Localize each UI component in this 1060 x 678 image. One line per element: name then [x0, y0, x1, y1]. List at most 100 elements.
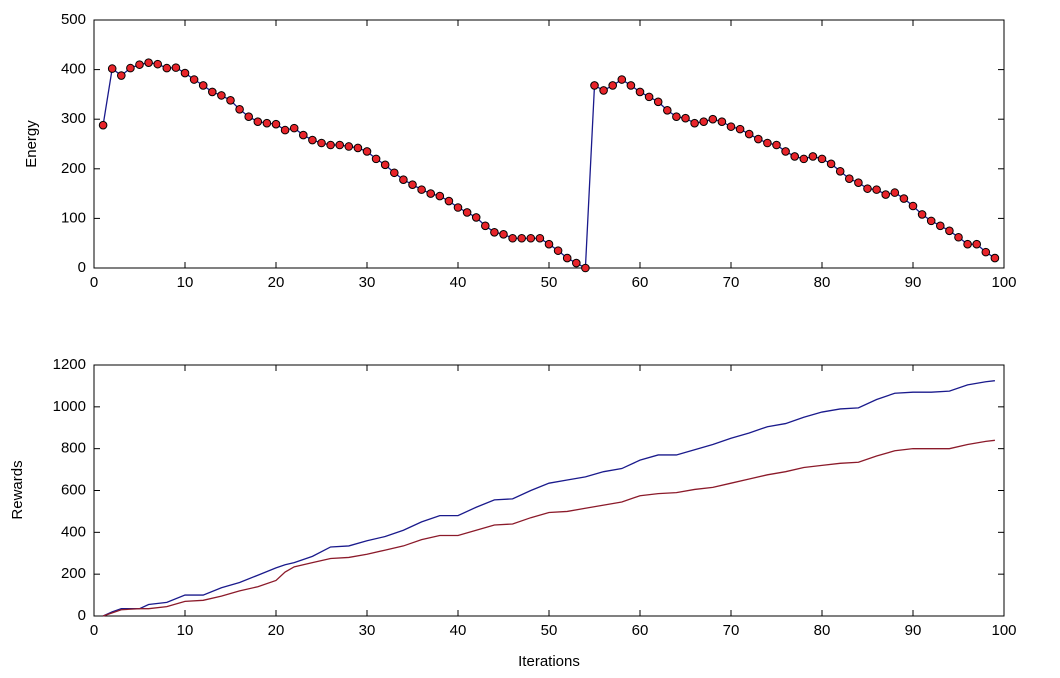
- data-point: [781, 147, 790, 156]
- data-point: [481, 221, 490, 231]
- data-point: [380, 160, 390, 170]
- data-point: [926, 216, 936, 226]
- y-tick-label: 200: [61, 565, 86, 582]
- data-point: [180, 68, 190, 78]
- data-point: [517, 233, 527, 243]
- x-axis-label: Iterations: [518, 653, 580, 670]
- x-tick-label: 0: [90, 274, 98, 291]
- data-point: [899, 194, 909, 203]
- data-point: [608, 81, 618, 90]
- x-tick-label: 0: [90, 622, 98, 639]
- data-point: [863, 184, 872, 193]
- data-point: [390, 168, 399, 178]
- x-tick-label: 90: [905, 274, 922, 291]
- data-point: [344, 142, 354, 151]
- data-point: [990, 253, 1000, 263]
- data-point: [936, 221, 945, 231]
- data-point: [253, 117, 263, 126]
- y-tick-label: 1200: [53, 356, 86, 373]
- data-point: [708, 114, 718, 124]
- data-point: [526, 233, 536, 243]
- data-point: [599, 86, 608, 95]
- data-point: [763, 138, 772, 148]
- data-point: [362, 147, 372, 156]
- data-point: [726, 122, 736, 131]
- data-point: [553, 246, 563, 255]
- data-point: [845, 174, 854, 184]
- data-point: [299, 130, 308, 140]
- data-point: [499, 229, 508, 239]
- data-point: [535, 233, 545, 243]
- x-tick-label: 60: [632, 274, 649, 291]
- series-line: [102, 439, 995, 617]
- data-point: [435, 191, 445, 201]
- data-point: [690, 118, 699, 128]
- data-point: [107, 64, 117, 73]
- data-point: [735, 124, 745, 134]
- x-tick-label: 30: [359, 274, 376, 291]
- data-point: [945, 226, 954, 236]
- data-point: [835, 166, 845, 176]
- y-tick-label: 1000: [53, 398, 86, 415]
- x-tick-label: 10: [177, 274, 194, 291]
- data-point: [126, 63, 135, 73]
- data-point: [681, 113, 690, 123]
- y-tick-label: 300: [61, 110, 86, 127]
- data-point: [981, 247, 991, 257]
- data-point: [189, 75, 199, 84]
- data-point: [617, 75, 627, 84]
- data-point: [198, 81, 208, 90]
- data-point: [417, 185, 426, 194]
- data-point: [699, 117, 709, 126]
- data-point: [635, 87, 645, 97]
- data-point: [280, 125, 290, 135]
- data-point: [444, 196, 454, 206]
- data-point: [663, 105, 672, 115]
- data-point: [881, 190, 891, 199]
- data-point: [317, 138, 326, 148]
- data-point: [326, 140, 335, 150]
- data-point: [162, 63, 172, 73]
- data-point: [790, 152, 800, 161]
- data-point: [335, 140, 345, 150]
- x-tick-label: 80: [814, 622, 831, 639]
- data-point: [235, 104, 244, 114]
- data-point: [581, 263, 590, 273]
- data-point: [144, 58, 153, 67]
- data-point: [262, 118, 272, 128]
- y-tick-label: 0: [78, 607, 86, 624]
- x-tick-label: 20: [268, 622, 285, 639]
- data-point: [171, 63, 181, 72]
- data-point: [772, 140, 781, 150]
- data-point: [289, 123, 299, 133]
- x-tick-label: 40: [450, 622, 467, 639]
- data-point: [817, 154, 827, 164]
- data-point: [672, 112, 681, 122]
- series-line: [102, 380, 995, 617]
- plot-area: [93, 19, 1005, 269]
- data-point: [799, 154, 809, 164]
- data-point: [353, 143, 363, 153]
- data-point: [562, 253, 572, 263]
- x-tick-label: 70: [723, 622, 740, 639]
- y-tick-label: 400: [61, 61, 86, 78]
- data-point: [153, 59, 162, 69]
- data-point: [626, 81, 636, 90]
- x-tick-label: 60: [632, 622, 649, 639]
- data-point: [408, 180, 417, 189]
- x-tick-label: 30: [359, 622, 376, 639]
- data-point: [208, 87, 217, 97]
- data-point: [890, 188, 900, 197]
- y-tick-label: 600: [61, 481, 86, 498]
- data-point: [644, 92, 654, 102]
- data-point: [572, 258, 581, 268]
- data-point: [271, 119, 281, 129]
- x-tick-label: 90: [905, 622, 922, 639]
- data-point: [744, 129, 754, 139]
- data-point: [544, 239, 554, 249]
- y-tick-label: 800: [61, 440, 86, 457]
- y-tick-label: 100: [61, 209, 86, 226]
- data-point: [908, 201, 918, 211]
- data-point: [426, 189, 436, 198]
